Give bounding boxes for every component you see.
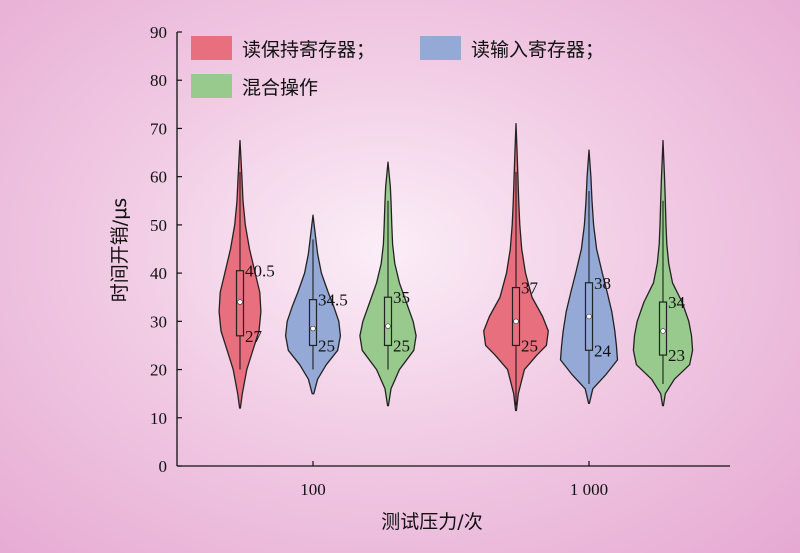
violin-group: 35 25 xyxy=(359,161,417,407)
violin-group: 38 24 xyxy=(559,149,619,404)
q3-label: 40.5 xyxy=(245,262,275,281)
y-tick-label: 20 xyxy=(150,361,167,380)
q1-label: 27 xyxy=(245,327,263,346)
y-tick-label: 70 xyxy=(150,119,167,138)
q1-label: 24 xyxy=(594,341,612,360)
y-tick-label: 50 xyxy=(150,216,167,235)
violins: 40.5 27 37 25 34.5 25 38 24 35 25 34 23 xyxy=(218,122,694,412)
violin-median-dot xyxy=(385,323,391,329)
violin-median-dot xyxy=(660,328,666,334)
legend-swatch-mixed xyxy=(191,74,232,98)
axes: 0 10 20 30 40 50 60 70 80 90 100 1 000 xyxy=(150,23,730,499)
violin-median-dot xyxy=(513,318,519,325)
legend-label-read-holding: 读保持寄存器； xyxy=(242,39,375,61)
violin-median-dot xyxy=(586,313,592,320)
x-tick-label: 1 000 xyxy=(570,480,608,499)
violin-group: 37 25 xyxy=(483,122,549,412)
violin-group: 34.5 25 xyxy=(284,214,348,395)
violin-median-dot xyxy=(237,299,243,305)
legend-swatch-read-holding xyxy=(191,36,232,60)
violin-box xyxy=(383,296,393,347)
legend-swatch-read-input xyxy=(420,36,461,60)
violin-group: 40.5 27 xyxy=(218,139,275,409)
y-tick-label: 90 xyxy=(150,23,167,42)
y-tick-label: 0 xyxy=(159,457,168,476)
q1-label: 25 xyxy=(393,336,410,355)
q1-label: 25 xyxy=(521,336,538,355)
y-tick-label: 40 xyxy=(150,264,167,283)
q3-label: 37 xyxy=(521,279,539,298)
violin-box xyxy=(511,286,521,347)
y-tick-label: 60 xyxy=(150,168,167,187)
violin-group: 34 23 xyxy=(632,139,694,407)
q3-label: 38 xyxy=(594,274,611,293)
violin-box xyxy=(308,299,318,347)
legend: 读保持寄存器； 读输入寄存器； 混合操作 xyxy=(191,36,604,99)
y-tick-label: 80 xyxy=(150,71,167,90)
q3-label: 35 xyxy=(393,288,410,307)
q1-label: 23 xyxy=(668,346,685,365)
y-tick-label: 30 xyxy=(150,312,167,331)
q1-label: 25 xyxy=(318,336,335,355)
q3-label: 34.5 xyxy=(318,291,348,310)
violin-median-dot xyxy=(310,325,316,332)
legend-label-read-input: 读输入寄存器； xyxy=(471,39,604,61)
x-axis-label: 测试压力/次 xyxy=(381,511,482,533)
q3-label: 34 xyxy=(668,293,686,312)
y-axis-label: 时间开销/μs xyxy=(109,198,131,302)
legend-label-mixed: 混合操作 xyxy=(242,77,318,99)
x-tick-label: 100 xyxy=(300,480,326,499)
y-tick-label: 10 xyxy=(150,409,167,428)
